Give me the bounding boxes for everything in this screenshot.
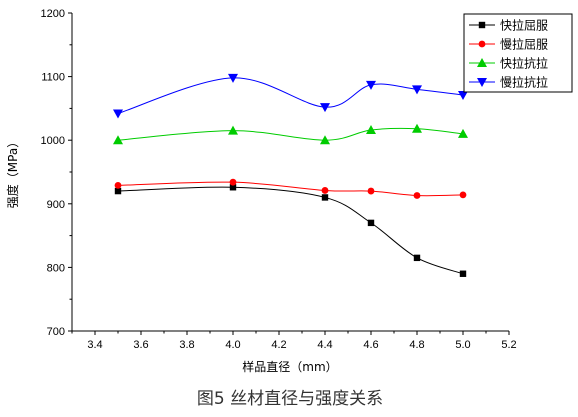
data-point-3 [412,85,422,95]
data-point-0 [367,219,375,227]
legend-label: 快拉抗拉 [500,56,548,71]
series-line-0 [117,186,464,275]
data-point-3 [228,73,238,83]
legend-label: 快拉屈服 [500,18,548,33]
data-point-0 [413,254,421,262]
data-point-2 [320,135,330,145]
series-line-3 [117,77,464,114]
x-tick-label: 4.6 [363,339,378,351]
legend-marker [477,78,487,87]
data-point-1 [229,178,237,186]
legend-label: 慢拉屈服 [500,37,548,52]
data-point-2 [458,128,468,138]
x-tick-label: 4.8 [409,339,424,351]
legend-marker [478,21,486,29]
x-tick-label: 4.0 [225,339,240,351]
y-tick-label: 800 [47,262,65,274]
y-axis-title: 强度（MPa） [5,136,20,208]
data-point-1 [413,192,421,199]
x-tick-label: 3.6 [133,339,148,351]
data-point-1 [367,187,375,195]
legend-marker [478,40,486,48]
legend-marker [477,58,487,67]
y-tick-label: 700 [47,326,65,338]
data-point-1 [459,191,467,199]
legend-label: 慢拉抗拉 [500,75,548,90]
data-point-0 [459,270,467,277]
x-tick-label: 5.2 [501,339,516,351]
data-point-1 [114,181,122,189]
y-tick-label: 1200 [41,8,65,20]
data-point-2 [366,125,376,135]
y-tick-label: 1000 [41,135,65,147]
series-line-2 [117,127,464,141]
y-tick-label: 900 [47,199,65,211]
figure-caption: 图5 丝材直径与强度关系 [197,389,383,409]
x-axis-title: 样品直径（mm） [242,359,337,374]
data-point-0 [229,184,237,191]
data-point-2 [412,123,422,133]
x-tick-label: 4.4 [317,339,332,351]
y-tick-label: 1100 [41,72,65,84]
data-point-3 [320,103,330,113]
series-markers [113,73,468,277]
series-curves [117,77,464,275]
axes: 3.4 3.6 3.8 4.0 4.2 4.4 4.6 4.8 5.0 5.2 700 800 900 1… [41,8,517,351]
data-point-2 [228,125,238,135]
x-tick-label: 3.4 [87,339,102,351]
data-point-2 [113,135,123,145]
x-tick-label: 5.0 [455,339,470,351]
data-point-3 [366,80,376,90]
data-point-0 [321,194,329,201]
data-point-0 [114,187,122,195]
data-point-3 [458,91,468,101]
x-tick-label: 3.8 [179,339,194,351]
x-tick-label: 4.2 [271,339,286,351]
data-point-3 [113,109,123,119]
data-point-1 [321,187,329,194]
